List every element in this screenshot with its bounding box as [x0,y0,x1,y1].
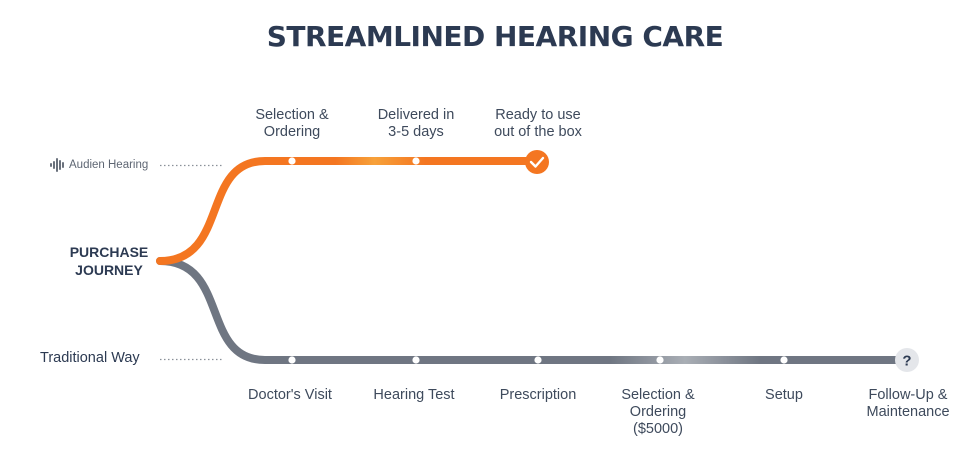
traditional-step-dot [780,356,788,364]
traditional-step-label: Hearing Test [373,387,455,403]
traditional-step-label: Prescription [499,387,577,403]
audien-step-label: Delivered in 3-5 days [377,107,455,140]
traditional-way-label: Traditional Way [40,350,140,366]
audien-step-dot [288,157,296,165]
traditional-step-label: Selection & Ordering ($5000) [621,387,695,437]
traditional-step-dot [656,356,664,364]
page-title: STREAMLINED HEARING CARE [266,20,724,53]
audien-hearing-logo: Audien Hearing [50,158,148,172]
traditional-step-label: Doctor's Visit [248,387,332,403]
checkmark-icon [529,156,545,168]
traditional-step-dot [412,356,420,364]
audien-step-dot [412,157,420,165]
purchase-journey-label: PURCHASE JOURNEY [69,244,149,278]
audien-step-label: Selection & Ordering [255,107,329,140]
audien-hearing-label: Audien Hearing [69,159,149,171]
traditional-step-dot [288,356,296,364]
traditional-step-label: Follow-Up & Maintenance [866,387,950,420]
question-icon: ? [902,353,911,370]
audien-step-label: Ready to use out of the box [494,107,582,140]
audien-end-marker [525,150,549,174]
traditional-step-dot [534,356,542,364]
audien-path [156,157,541,265]
soundwave-icon [50,158,64,172]
traditional-path [156,257,912,364]
traditional-end-marker: ? [895,348,919,372]
traditional-step-label: Setup [765,387,803,403]
